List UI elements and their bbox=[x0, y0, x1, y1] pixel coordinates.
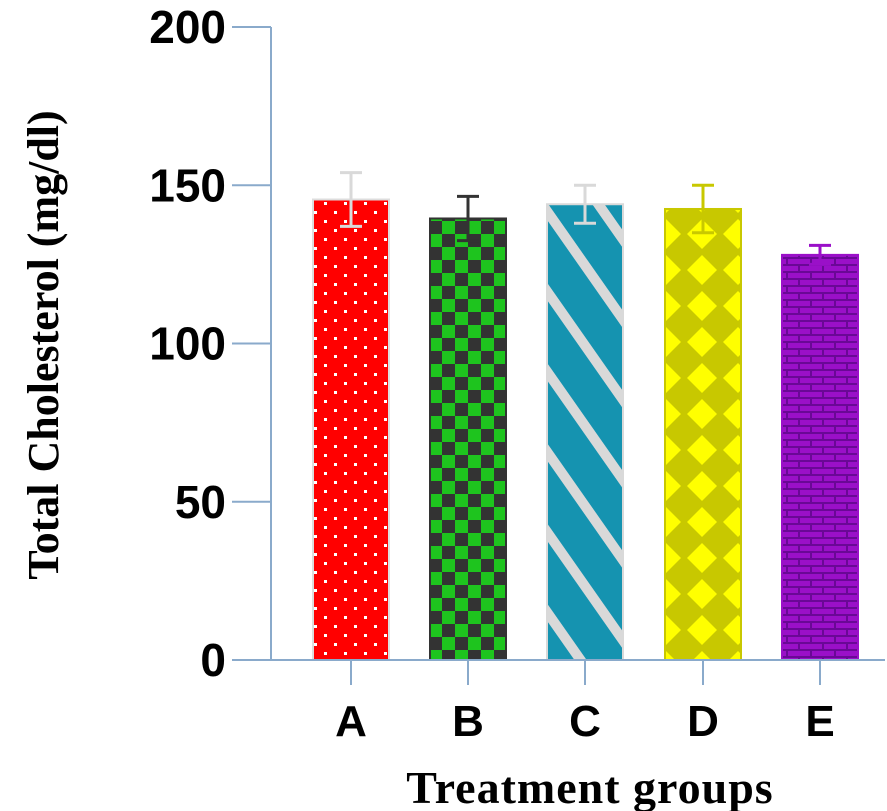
error-bar-a bbox=[340, 171, 362, 228]
bar-c bbox=[546, 203, 624, 662]
y-tick-label-0: 0 bbox=[200, 634, 226, 686]
y-axis-title: Total Cholesterol (mg/dl) bbox=[19, 110, 68, 579]
y-tick-label-50: 50 bbox=[175, 476, 226, 528]
x-tick-label-d: D bbox=[687, 697, 719, 746]
x-tick-label-e: E bbox=[805, 697, 834, 746]
error-bar-b bbox=[457, 194, 479, 243]
y-tick-label-100: 100 bbox=[149, 318, 226, 370]
error-bar-c bbox=[574, 183, 596, 225]
x-axis-title: Treatment groups bbox=[406, 762, 773, 811]
x-tick-label-c: C bbox=[569, 697, 601, 746]
error-bar-d bbox=[692, 183, 714, 235]
x-tick-label-b: B bbox=[452, 697, 484, 746]
bar-a bbox=[312, 198, 390, 661]
x-tick-label-a: A bbox=[335, 697, 367, 746]
y-tick-label-150: 150 bbox=[149, 159, 226, 211]
bar-e bbox=[781, 253, 859, 661]
error-bar-e bbox=[809, 243, 831, 266]
bar-b bbox=[429, 217, 507, 661]
bar-d bbox=[664, 207, 742, 662]
y-tick-label-200: 200 bbox=[149, 1, 226, 53]
